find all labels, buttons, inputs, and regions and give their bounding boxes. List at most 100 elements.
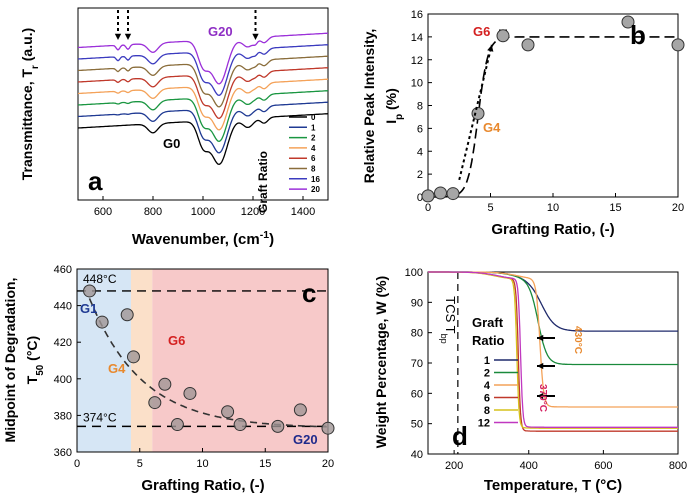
panel-c-ylabel-line2-part: T	[24, 375, 40, 384]
panel-a-legend-label: 1	[311, 123, 316, 132]
panel-c-fit-line	[88, 298, 327, 428]
panel-d-xtick-label: 400	[520, 460, 538, 472]
panel-d-onset-arrow	[537, 392, 555, 400]
panel-a-series-line	[77, 44, 329, 96]
panel-d-ytick-label: 90	[411, 297, 423, 309]
panel-a-legend-label: 2	[311, 134, 316, 143]
panel-b-ytick-label: 10	[411, 78, 423, 90]
panel-a-annotation-g20: G20	[208, 24, 233, 39]
panel-d-boiling-point-label-part: TCS T	[443, 296, 458, 333]
panel-d-ytick-label: 100	[405, 267, 423, 279]
panel-c-data-point	[183, 386, 197, 400]
panel-b-xtick-label: 5	[487, 202, 493, 214]
panel-a-ylabel-part: r	[30, 65, 41, 69]
panel-a-ylabel: Transmittance, Tr (a.u.)	[19, 28, 41, 180]
panel-d-legend-label: 2	[484, 368, 490, 380]
panel-b-data-point	[434, 186, 447, 200]
panel-b-ylabel-line2-part: p	[394, 114, 405, 120]
panel-d-series-line	[428, 271, 678, 428]
panel-a-legend-label: 4	[311, 144, 316, 153]
panel-d-onset-arrow	[537, 334, 555, 342]
panel-d-legend-label: 1	[484, 355, 490, 367]
panel-c-data-point	[170, 418, 184, 432]
panel-c-letter: c	[302, 278, 316, 308]
panel-a-legend-label: 16	[311, 175, 320, 184]
panel-d-onset-arrow-head	[537, 334, 544, 342]
panel-b-data-point	[446, 187, 460, 201]
panel-d-onset-arrow-head	[537, 392, 544, 400]
panel-c-xlabel: Grafting Ratio, (-)	[141, 477, 264, 494]
panel-a-series-line	[77, 55, 329, 108]
panel-a-series-line	[77, 32, 329, 85]
panel-c-data-point	[293, 403, 307, 417]
panel-a-xlabel-part: Wavenumber, (cm	[132, 231, 260, 248]
panel-b-ylabel-line1: Relative Peak Intensity,	[361, 29, 377, 184]
panel-c-data-point	[148, 396, 162, 410]
panel-d-series-line	[428, 271, 678, 429]
panel-a-series-line	[77, 67, 329, 119]
panel-c-data-point	[233, 418, 247, 432]
panel-c-ytick-label: 360	[54, 447, 72, 459]
panel-d-legend-title-line1: Graft	[472, 315, 504, 330]
panel-b-ytick-label: 0	[417, 192, 423, 204]
panel-c-ytick-label: 420	[54, 337, 72, 349]
panel-c-ytick-label: 400	[54, 374, 72, 386]
panel-c-annotation-g20: G20	[293, 432, 318, 447]
panel-c-shaded-region	[130, 269, 153, 452]
panel-b-xtick-label: 20	[672, 202, 684, 214]
panel-b-ytick-label: 6	[417, 123, 423, 135]
panel-c-data-point	[158, 377, 172, 391]
panel-d-onset-arrow	[537, 362, 555, 370]
panel-a-xtick-label: 1000	[191, 206, 215, 218]
panel-d-ylabel: Weight Percentage, W (%)	[373, 276, 389, 448]
panel-c-data-point	[83, 284, 97, 298]
panel-d-legend-label: 4	[484, 380, 491, 392]
panel-a-ylabel-part: (a.u.)	[19, 28, 35, 65]
panel-d-ytick-label: 40	[411, 449, 423, 461]
panel-c-data-point	[126, 350, 140, 364]
panel-a-legend-label: 0	[311, 113, 316, 122]
panel-d-xlabel: Temperature, T (°C)	[484, 477, 622, 494]
panel-a-xlabel: Wavenumber, (cm-1)	[132, 229, 274, 248]
panel-b-fit-line	[428, 36, 677, 198]
panel-c-ylabel-line1: Midpoint of Degradation,	[2, 278, 18, 443]
panel-c-reference-label: 374°C	[83, 410, 117, 424]
panel-b-ylabel-line2-part: (%)	[383, 88, 399, 114]
panel-c-ytick-label: 460	[54, 264, 72, 276]
panel-a-legend-title: Graft Ratio	[256, 151, 270, 213]
panel-c-xtick-label: 15	[259, 458, 271, 470]
panel-a-xlabel-part: -1	[260, 229, 269, 241]
panel-d-ytick-label: 60	[411, 388, 423, 400]
panel-a-ylabel-part: Transmittance, T	[19, 69, 35, 181]
panel-c-annotation-g4: G4	[108, 361, 126, 376]
panel-a-xtick-label: 600	[94, 206, 112, 218]
panel-b-ylabel-line2-part: I	[383, 120, 399, 124]
panel-d-boiling-point-label-part: bp	[439, 334, 449, 344]
panel-b-data-point	[521, 38, 535, 52]
panel-b-ytick-label: 12	[411, 55, 423, 67]
panel-a-series-line	[77, 78, 329, 131]
panel-a-band-arrow-head	[114, 33, 122, 40]
panel-c-ylabel-line2-part: (°C)	[24, 336, 40, 365]
panel-b-data-point	[671, 38, 685, 52]
panel-a-letter: a	[88, 166, 103, 196]
panel-b-ytick-label: 2	[417, 169, 423, 181]
panel-a-xtick-label: 1400	[291, 206, 315, 218]
panel-a-band-arrow	[124, 10, 132, 40]
panel-b-data-point	[471, 107, 485, 121]
panel-c-xtick-label: 10	[196, 458, 208, 470]
panel-a-annotation-g0: G0	[163, 136, 180, 151]
panel-c-data-point	[221, 405, 235, 419]
panel-d-legend-title-line2: Ratio	[472, 333, 505, 348]
panel-c-xtick-label: 5	[137, 458, 143, 470]
panel-b-trend-arrow-head	[487, 44, 494, 52]
panel-d-series-line	[428, 271, 678, 408]
panel-c-ytick-label: 380	[54, 410, 72, 422]
panel-c-ylabel-line2-part: 50	[35, 364, 46, 375]
panel-b-xtick-label: 15	[609, 202, 621, 214]
panel-b-xtick-label: 0	[425, 202, 431, 214]
panel-c-shaded-region	[77, 269, 131, 452]
panel-b-annotation-g4: G4	[483, 120, 501, 135]
panel-b-data-point	[496, 29, 510, 43]
panel-b-ylabel-line2: Ip (%)	[383, 88, 405, 124]
